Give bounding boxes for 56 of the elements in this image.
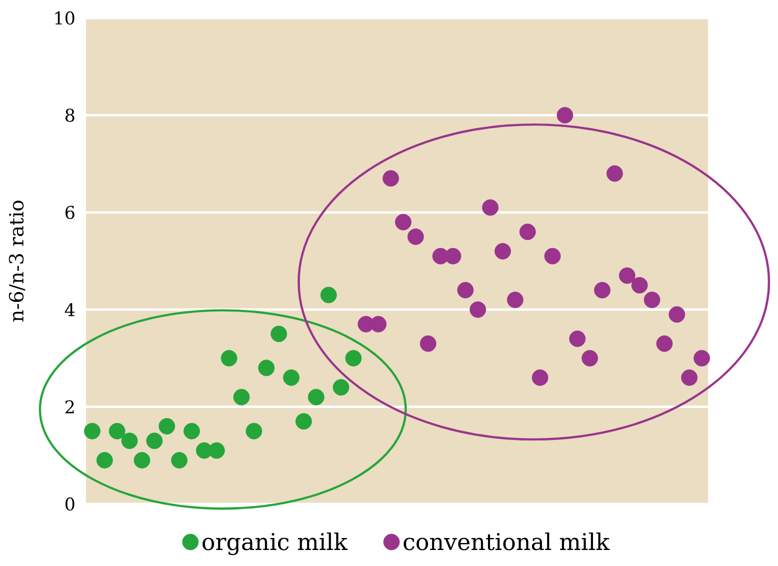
point [246, 422, 262, 440]
point [220, 350, 238, 366]
point [370, 316, 387, 332]
point [382, 170, 399, 187]
point [556, 107, 574, 124]
point [84, 422, 100, 440]
point [444, 248, 462, 264]
point [506, 292, 524, 308]
y-tick-label: 4 [64, 303, 75, 316]
point [644, 292, 660, 308]
point [694, 350, 710, 366]
point [656, 335, 673, 352]
point [96, 452, 113, 468]
point [407, 228, 424, 245]
point [681, 369, 698, 386]
y-tick-label: 0 [66, 497, 74, 511]
y-tick-label: 2 [66, 400, 74, 414]
point [158, 418, 176, 434]
point [519, 224, 536, 240]
point [108, 422, 126, 440]
point [233, 388, 250, 406]
point [668, 306, 686, 323]
point [258, 360, 275, 376]
point [470, 301, 486, 318]
point [457, 282, 474, 298]
point [420, 335, 436, 352]
point [171, 452, 188, 468]
point [594, 282, 610, 298]
point [270, 326, 288, 342]
point [320, 286, 337, 304]
legend-label: organic milk [202, 532, 348, 556]
point [345, 350, 362, 366]
legend-label: conventional milk [404, 532, 610, 550]
point [544, 248, 561, 264]
point [121, 432, 138, 450]
y-axis-title: n-6/n-3 ratio [8, 200, 26, 322]
y-tick-label: 10 [55, 11, 74, 25]
point [494, 243, 511, 260]
y-tick-label: 8 [66, 108, 74, 122]
point [532, 369, 548, 386]
point [283, 369, 300, 386]
point [184, 422, 200, 440]
point [134, 452, 150, 468]
point [395, 214, 412, 230]
point [296, 413, 312, 430]
point [582, 350, 598, 366]
point [482, 199, 499, 216]
point [308, 388, 324, 406]
point [208, 442, 225, 459]
point [618, 267, 636, 284]
point [631, 277, 648, 294]
point [569, 330, 586, 347]
point [332, 379, 350, 396]
point [606, 165, 623, 182]
point [146, 432, 163, 450]
y-tick-label: 6 [66, 206, 74, 220]
